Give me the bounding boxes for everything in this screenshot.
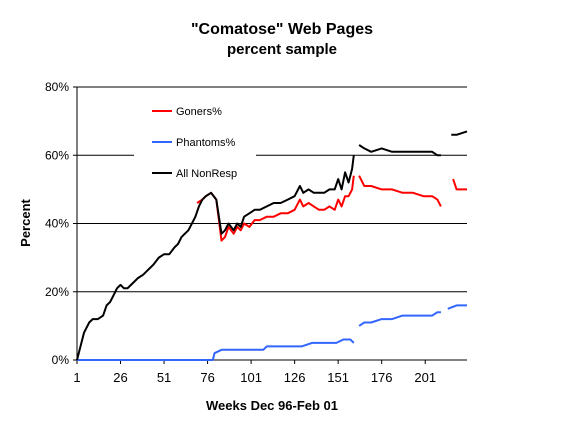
- series-0-segment-2: [452, 178, 467, 191]
- x-axis-label: Weeks Dec 96-Feb 01: [206, 398, 338, 413]
- x-tick-labels: 1 26 51 76 101 126 151 176 201: [73, 360, 436, 385]
- x-tick-label-51: 51: [157, 370, 171, 385]
- y-tick-label-60: 60%: [45, 148, 69, 162]
- legend-label-2: All NonResp: [176, 168, 237, 180]
- y-tick-label-40: 40%: [45, 217, 69, 231]
- chart-title: "Comatose" Web Pages: [191, 21, 373, 38]
- legend-box: [134, 96, 256, 196]
- series-0-segment-1: [358, 175, 442, 207]
- series-1-segment-2: [447, 304, 467, 310]
- legend: Goners% Phantoms% All NonResp: [134, 96, 256, 196]
- series-2-segment-2: [451, 130, 468, 136]
- x-tick-label-176: 176: [371, 370, 393, 385]
- y-tick-label-0: 0%: [52, 353, 70, 367]
- y-tick-label-20: 20%: [45, 285, 69, 299]
- x-tick-label-101: 101: [240, 370, 262, 385]
- series-2-segment-0: [76, 155, 355, 361]
- series-1-segment-1: [358, 311, 441, 327]
- y-axis-label: Percent: [18, 198, 33, 246]
- x-tick-label-1: 1: [73, 370, 80, 385]
- x-tick-label-201: 201: [414, 370, 436, 385]
- x-tick-label-76: 76: [200, 370, 214, 385]
- x-tick-label-151: 151: [327, 370, 349, 385]
- x-tick-label-126: 126: [284, 370, 306, 385]
- legend-label-0: Goners%: [176, 106, 222, 118]
- series-0-segment-0: [196, 175, 355, 242]
- series-lines: [76, 130, 468, 361]
- series-1-segment-0: [77, 338, 355, 361]
- y-tick-label-80: 80%: [45, 80, 69, 94]
- y-tick-labels: 0% 20% 40% 60% 80%: [45, 80, 77, 367]
- series-2-segment-1: [358, 144, 441, 157]
- chart-subtitle: percent sample: [227, 41, 337, 58]
- x-tick-label-26: 26: [113, 370, 127, 385]
- legend-label-1: Phantoms%: [176, 137, 236, 149]
